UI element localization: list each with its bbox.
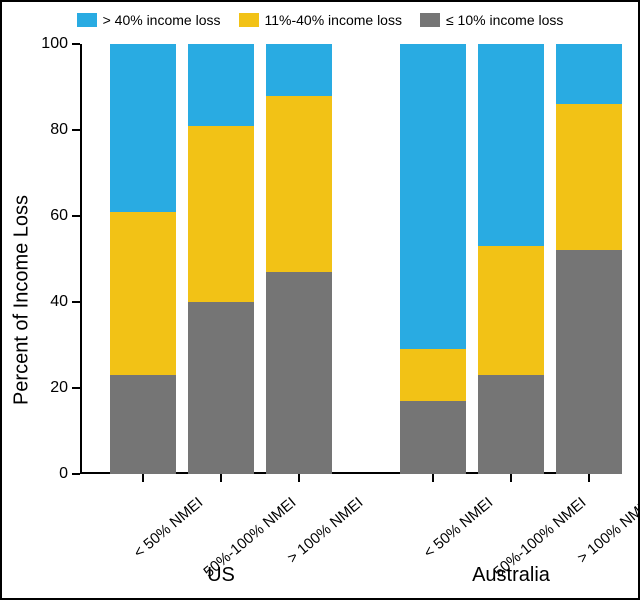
- bar-segment-mid: [556, 104, 622, 250]
- bar-segment-gt40: [478, 44, 544, 246]
- y-tick: [72, 215, 80, 217]
- bar-segment-gt40: [556, 44, 622, 104]
- bar-segment-le10: [400, 401, 466, 474]
- y-tick-label: 100: [41, 35, 68, 53]
- legend-swatch-icon: [420, 13, 440, 27]
- bar: [400, 44, 466, 474]
- y-tick-label: 80: [50, 121, 68, 139]
- chart-container: > 40% income loss 11%-40% income loss ≤ 10…: [0, 0, 640, 600]
- y-tick-label: 60: [50, 207, 68, 225]
- y-tick: [72, 387, 80, 389]
- y-tick-label: 20: [50, 379, 68, 397]
- legend-swatch-icon: [239, 13, 259, 27]
- legend-item: ≤ 10% income loss: [420, 12, 563, 28]
- group-label: Australia: [472, 564, 550, 587]
- bar: [478, 44, 544, 474]
- y-tick-label: 0: [59, 465, 68, 483]
- bar-segment-mid: [400, 349, 466, 401]
- bar-segment-le10: [478, 375, 544, 474]
- legend-label: > 40% income loss: [103, 12, 221, 28]
- legend: > 40% income loss 11%-40% income loss ≤ 10…: [2, 12, 638, 28]
- y-tick: [72, 43, 80, 45]
- x-tick: [432, 474, 434, 482]
- y-axis-line: [80, 44, 82, 474]
- bar-segment-le10: [556, 250, 622, 474]
- x-tick: [220, 474, 222, 482]
- legend-label: ≤ 10% income loss: [446, 12, 563, 28]
- x-tick: [142, 474, 144, 482]
- bar-segment-mid: [110, 212, 176, 375]
- bar-segment-mid: [478, 246, 544, 375]
- bar: [110, 44, 176, 474]
- bar-segment-gt40: [110, 44, 176, 212]
- legend-label: 11%-40% income loss: [265, 12, 402, 28]
- x-tick: [298, 474, 300, 482]
- y-axis-title: Percent of Income Loss: [11, 195, 34, 405]
- bar-segment-gt40: [400, 44, 466, 349]
- y-tick: [72, 129, 80, 131]
- y-tick-label: 40: [50, 293, 68, 311]
- bar-segment-mid: [188, 126, 254, 302]
- bar-segment-mid: [266, 96, 332, 272]
- bar: [556, 44, 622, 474]
- legend-item: 11%-40% income loss: [239, 12, 402, 28]
- y-tick: [72, 301, 80, 303]
- x-tick: [510, 474, 512, 482]
- bar: [266, 44, 332, 474]
- legend-swatch-icon: [77, 13, 97, 27]
- x-tick: [588, 474, 590, 482]
- category-label: < 50% NMEI: [130, 494, 206, 561]
- bar-segment-gt40: [188, 44, 254, 126]
- plot-area: 020406080100< 50% NMEI50%-100% NMEI> 100…: [80, 44, 620, 474]
- bar: [188, 44, 254, 474]
- legend-item: > 40% income loss: [77, 12, 221, 28]
- y-tick: [72, 473, 80, 475]
- bar-segment-le10: [188, 302, 254, 474]
- bar-segment-le10: [110, 375, 176, 474]
- bar-segment-le10: [266, 272, 332, 474]
- group-label: US: [207, 564, 235, 587]
- category-label: < 50% NMEI: [420, 494, 496, 561]
- bar-segment-gt40: [266, 44, 332, 96]
